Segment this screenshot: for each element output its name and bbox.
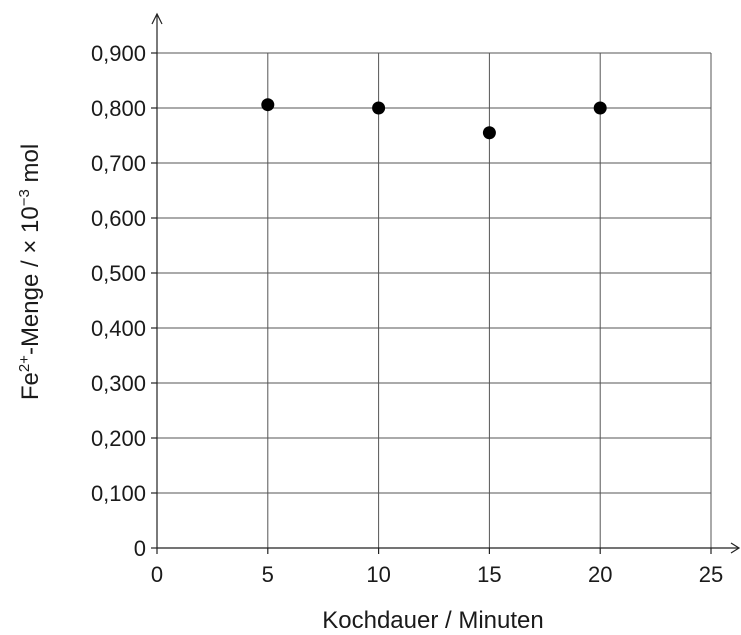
x-tick-label: 15 [477,562,501,587]
x-axis-title: Kochdauer / Minuten [322,607,543,634]
y-axis-title-prefix: Fe [17,372,44,400]
grid-lines [157,52,712,548]
y-tick-label: 0,100 [91,481,146,506]
x-tick-label: 10 [366,562,390,587]
y-tick-label: 0,200 [91,426,146,451]
data-point [593,101,607,115]
y-tick-label: 0,700 [91,151,146,176]
y-tick-label: 0,800 [91,96,146,121]
data-points [261,98,607,140]
y-axis-title-superscript: 2+ [16,355,33,372]
y-tick-label: 0 [134,536,146,561]
x-tick-labels: 0 5 10 15 20 25 [151,562,723,587]
y-tick-label: 0,500 [91,261,146,286]
x-axis-arrow [730,542,741,554]
y-axis-title: Fe2+-Menge / × 10−3 mol [16,144,44,400]
x-tick-label: 25 [699,562,723,587]
y-axis-title-exponent: −3 [16,189,33,206]
data-point [261,98,275,112]
y-axis-title-middle: -Menge / × 10 [17,206,44,355]
y-tick-label: 0,600 [91,206,146,231]
y-tick-label: 0,400 [91,316,146,341]
y-tick-labels: 0 0,100 0,200 0,300 0,400 0,500 0,600 0,700 0,80… [91,41,146,561]
y-tick-label: 0,900 [91,41,146,66]
y-axis-title-suffix: mol [17,144,44,189]
data-point [372,101,386,115]
x-tick-label: 20 [588,562,612,587]
x-tick-label: 5 [262,562,274,587]
axes [151,12,741,554]
y-axis-arrow [151,12,163,25]
data-point [482,126,496,140]
x-tick-label: 0 [151,562,163,587]
y-tick-label: 0,300 [91,371,146,396]
